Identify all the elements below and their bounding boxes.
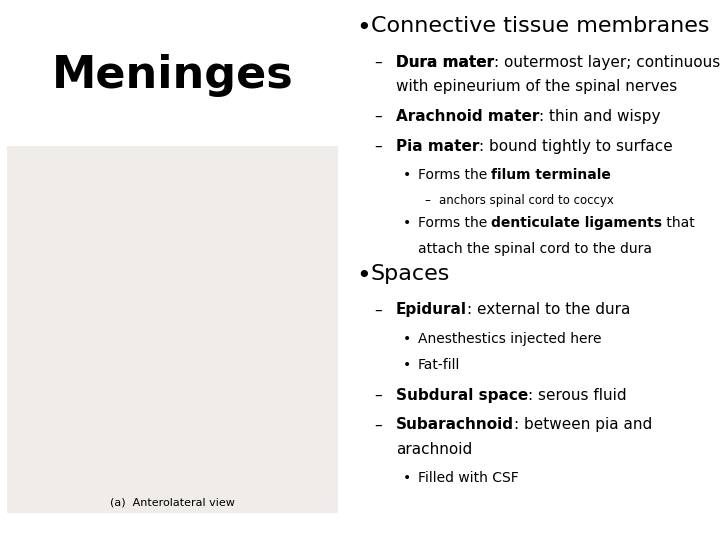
Text: Subarachnoid: Subarachnoid — [396, 417, 514, 433]
Text: Spaces: Spaces — [371, 264, 450, 284]
Text: : between pia and: : between pia and — [514, 417, 652, 433]
Text: Fat-fill: Fat-fill — [418, 358, 460, 372]
Text: anchors spinal cord to coccyx: anchors spinal cord to coccyx — [439, 194, 614, 207]
Text: Meninges: Meninges — [52, 54, 294, 97]
Text: Dura mater: Dura mater — [396, 55, 494, 70]
Text: –: – — [374, 139, 382, 154]
Bar — [7, 146, 338, 513]
Text: –: – — [374, 109, 382, 124]
Text: –: – — [374, 417, 382, 433]
Text: Epidural: Epidural — [396, 302, 467, 318]
Text: Arachnoid mater: Arachnoid mater — [396, 109, 539, 124]
Text: : outermost layer; continuous: : outermost layer; continuous — [494, 55, 720, 70]
Text: : external to the dura: : external to the dura — [467, 302, 631, 318]
Text: : thin and wispy: : thin and wispy — [539, 109, 661, 124]
Text: •: • — [403, 358, 411, 372]
Text: •: • — [403, 216, 411, 230]
Text: : serous fluid: : serous fluid — [528, 388, 627, 403]
Text: with epineurium of the spinal nerves: with epineurium of the spinal nerves — [396, 79, 678, 94]
Text: Anesthestics injected here: Anesthestics injected here — [418, 332, 601, 346]
Text: •: • — [356, 16, 371, 40]
Text: •: • — [403, 168, 411, 183]
Text: –: – — [425, 194, 431, 207]
Text: –: – — [374, 388, 382, 403]
Text: •: • — [356, 264, 371, 287]
Text: denticulate ligaments: denticulate ligaments — [491, 216, 662, 230]
Text: Forms the: Forms the — [418, 168, 491, 183]
Text: •: • — [403, 332, 411, 346]
Text: Forms the: Forms the — [418, 216, 491, 230]
Text: Connective tissue membranes: Connective tissue membranes — [371, 16, 709, 36]
Text: •: • — [403, 471, 411, 485]
Text: Subdural space: Subdural space — [396, 388, 528, 403]
Text: attach the spinal cord to the dura: attach the spinal cord to the dura — [418, 242, 652, 256]
Text: arachnoid: arachnoid — [396, 442, 472, 457]
Text: Pia mater: Pia mater — [396, 139, 480, 154]
Text: that: that — [662, 216, 695, 230]
Text: Filled with CSF: Filled with CSF — [418, 471, 518, 485]
Text: Dura mater: Dura mater — [396, 55, 494, 70]
Text: : bound tightly to surface: : bound tightly to surface — [480, 139, 673, 154]
Text: filum terminale: filum terminale — [491, 168, 611, 183]
Text: –: – — [374, 55, 382, 70]
Text: (a)  Anterolateral view: (a) Anterolateral view — [110, 497, 235, 508]
Text: –: – — [374, 302, 382, 318]
